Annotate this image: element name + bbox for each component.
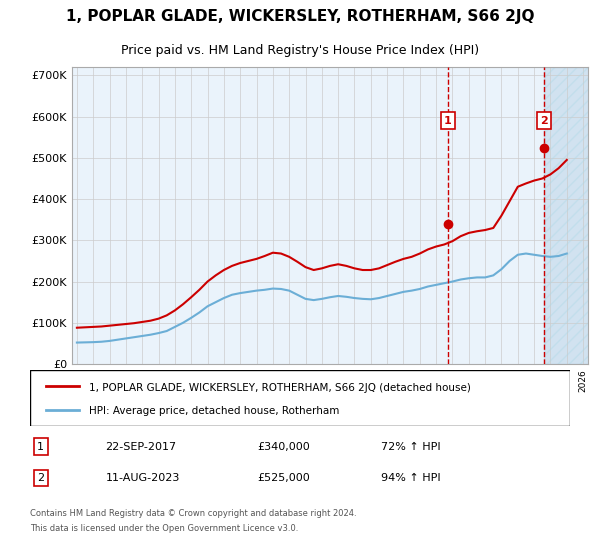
- Text: 1, POPLAR GLADE, WICKERSLEY, ROTHERHAM, S66 2JQ: 1, POPLAR GLADE, WICKERSLEY, ROTHERHAM, …: [66, 10, 534, 24]
- Text: Price paid vs. HM Land Registry's House Price Index (HPI): Price paid vs. HM Land Registry's House …: [121, 44, 479, 57]
- Text: £525,000: £525,000: [257, 473, 310, 483]
- Text: 94% ↑ HPI: 94% ↑ HPI: [381, 473, 440, 483]
- Text: 1: 1: [37, 441, 44, 451]
- Text: 22-SEP-2017: 22-SEP-2017: [106, 441, 177, 451]
- Text: 72% ↑ HPI: 72% ↑ HPI: [381, 441, 440, 451]
- Text: This data is licensed under the Open Government Licence v3.0.: This data is licensed under the Open Gov…: [30, 524, 298, 533]
- Text: 1: 1: [444, 115, 452, 125]
- Bar: [544, 67, 591, 364]
- Text: HPI: Average price, detached house, Rotherham: HPI: Average price, detached house, Roth…: [89, 406, 340, 416]
- FancyBboxPatch shape: [30, 370, 570, 426]
- Text: 2: 2: [37, 473, 44, 483]
- Text: Contains HM Land Registry data © Crown copyright and database right 2024.: Contains HM Land Registry data © Crown c…: [30, 508, 356, 517]
- Text: 2: 2: [540, 115, 548, 125]
- Text: £340,000: £340,000: [257, 441, 310, 451]
- Text: 1, POPLAR GLADE, WICKERSLEY, ROTHERHAM, S66 2JQ (detached house): 1, POPLAR GLADE, WICKERSLEY, ROTHERHAM, …: [89, 382, 471, 393]
- Bar: [544, 67, 591, 364]
- Text: 11-AUG-2023: 11-AUG-2023: [106, 473, 180, 483]
